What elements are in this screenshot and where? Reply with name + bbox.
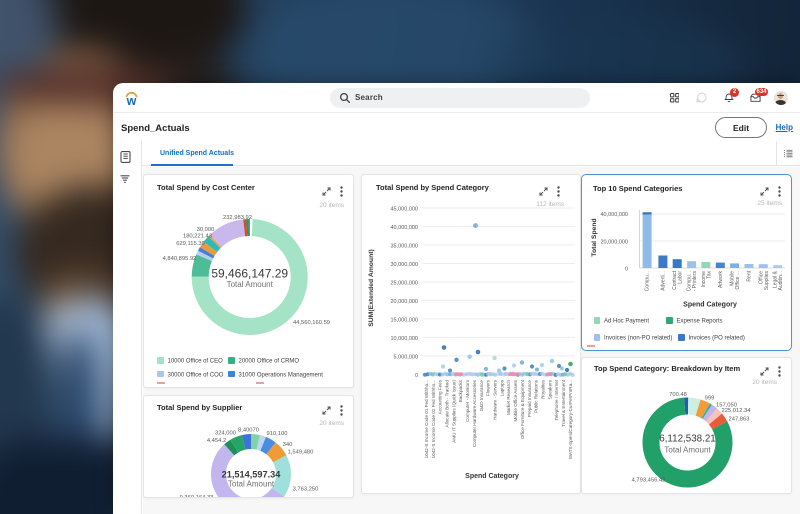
svg-text:0: 0 <box>625 267 628 273</box>
svg-text:4,454.2: 4,454.2 <box>207 438 226 444</box>
svg-text:700.48: 700.48 <box>669 392 687 398</box>
svg-text:25,000,000: 25,000,000 <box>390 281 418 287</box>
svg-text:Compu...: Compu... <box>645 271 651 291</box>
svg-text:Laptops: Laptops <box>499 379 504 396</box>
svg-text:Total Amount: Total Amount <box>227 280 274 289</box>
svg-text:w: w <box>125 94 136 107</box>
svg-text:Speakers: Speakers <box>547 379 552 399</box>
svg-text:Mobile Office Assets: Mobile Office Assets <box>513 379 518 421</box>
svg-text:Spend Category: Spend Category <box>683 302 737 309</box>
svg-text:1,549,480: 1,549,480 <box>288 450 314 456</box>
svg-text:D&D Insurance: D&D Insurance <box>479 380 484 412</box>
svg-text:59,466,147.29: 59,466,147.29 <box>211 267 288 281</box>
svg-text:10,000,000: 10,000,000 <box>390 336 418 342</box>
svg-text:Market Research: Market Research <box>506 380 511 415</box>
svg-text:ContractLabor: ContractLabor <box>672 270 684 290</box>
svg-text:Flowers: Flowers <box>486 379 491 396</box>
svg-text:Hardware - Servers: Hardware - Servers <box>493 379 498 420</box>
svg-text:6,112,538.21: 6,112,538.21 <box>659 434 715 445</box>
svg-text:21,514,597.34: 21,514,597.34 <box>222 470 282 480</box>
svg-text:44,560,160.59: 44,560,160.59 <box>293 320 330 326</box>
svg-text:OfficeSupplies: OfficeSupplies <box>758 271 770 291</box>
svg-text:Legal &Auditin...: Legal &Auditin... <box>773 270 785 290</box>
svg-text:40,000,000: 40,000,000 <box>390 225 418 231</box>
svg-text:Spend Category: Spend Category <box>465 473 519 480</box>
svg-text:340: 340 <box>283 442 293 448</box>
svg-text:Rent: Rent <box>747 270 753 281</box>
svg-text:40,000,000: 40,000,000 <box>600 212 628 218</box>
svg-text:Accounting Fees: Accounting Fees <box>438 379 443 414</box>
svg-text:Travel & Entertainment: Travel & Entertainment <box>561 379 566 427</box>
svg-text:5,000,000: 5,000,000 <box>394 354 418 360</box>
svg-text:Computer Hardware Accessories: Computer Hardware Accessories <box>472 379 477 447</box>
svg-text:20,000,000: 20,000,000 <box>600 239 628 245</box>
svg-text:8,40070: 8,40070 <box>238 428 259 434</box>
svg-text:Allocate Both - Tracked: Allocate Both - Tracked <box>445 380 450 428</box>
svg-text:225,012.34: 225,012.34 <box>721 408 751 414</box>
svg-text:Adverti...: Adverti... <box>660 271 666 291</box>
svg-text:629,115.39: 629,115.39 <box>176 241 205 247</box>
svg-text:Total Amount: Total Amount <box>228 480 275 489</box>
svg-text:157,050: 157,050 <box>716 403 737 409</box>
svg-text:20,000,000: 20,000,000 <box>390 299 418 305</box>
svg-text:1042-S Income Code 01 Fed With: 1042-S Income Code 01 Fed Withho... <box>424 380 429 458</box>
svg-text:Public Relations: Public Relations <box>534 379 539 413</box>
svg-text:35,000,000: 35,000,000 <box>390 244 418 250</box>
svg-text:910,100: 910,100 <box>267 431 288 437</box>
svg-text:4,793,456.42: 4,793,456.42 <box>632 478 666 484</box>
svg-text:1042-S Income Code 02 Fed With: 1042-S Income Code 02 Fed Withho... <box>431 380 436 458</box>
svg-text:Backpacks: Backpacks <box>458 379 463 402</box>
svg-text:232,983.92: 232,983.92 <box>223 215 252 221</box>
svg-text:4,840,895.92: 4,840,895.92 <box>163 256 197 262</box>
svg-text:Computer - Monitors: Computer - Monitors <box>465 379 470 422</box>
svg-text:Office Furniture & Equipment: Office Furniture & Equipment <box>520 379 525 439</box>
svg-text:Telephone / Internet: Telephone / Internet <box>554 379 559 420</box>
svg-text:999: 999 <box>705 396 715 402</box>
svg-text:0: 0 <box>415 373 418 379</box>
svg-text:3,763,250: 3,763,250 <box>293 487 319 493</box>
svg-text:MobileOffice ...: MobileOffice ... <box>730 271 742 290</box>
svg-text:Artwork: Artwork <box>718 271 724 288</box>
svg-text:30,000,000: 30,000,000 <box>390 262 418 268</box>
svg-text:WATS-SpendCategory-CurPerProRa: WATS-SpendCategory-CurPerProRa... <box>568 380 573 459</box>
svg-text:324,000: 324,000 <box>215 431 236 437</box>
svg-text:9,360,164.33: 9,360,164.33 <box>180 495 214 498</box>
svg-text:45,000,000: 45,000,000 <box>390 207 418 213</box>
svg-text:Prepaid Insurance: Prepaid Insurance <box>527 380 532 418</box>
svg-text:180,221.43: 180,221.43 <box>183 234 212 240</box>
svg-text:AMU IT Supplies (Quick Issue): AMU IT Supplies (Quick Issue) <box>451 380 456 443</box>
svg-text:247,863: 247,863 <box>729 417 750 423</box>
svg-text:15,000,000: 15,000,000 <box>390 317 418 323</box>
svg-text:SUM(Extended Amount): SUM(Extended Amount) <box>368 249 375 327</box>
svg-text:Royalties: Royalties <box>540 379 545 399</box>
svg-text:IncomeTax: IncomeTax <box>701 271 713 288</box>
svg-text:Total Amount: Total Amount <box>664 446 711 455</box>
svg-text:30,000: 30,000 <box>197 227 215 233</box>
svg-text:Compu...- Printers: Compu...- Printers <box>687 271 699 292</box>
svg-text:Total Spend: Total Spend <box>591 218 598 256</box>
